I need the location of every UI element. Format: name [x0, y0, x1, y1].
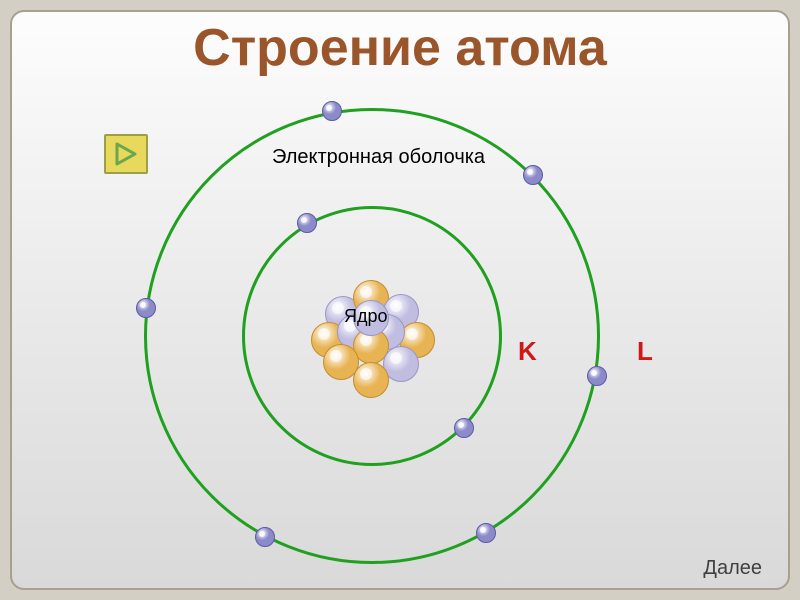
electron	[523, 165, 543, 185]
electron	[255, 527, 275, 547]
slide-frame: Строение атома Электронная оболочка Ядро…	[10, 10, 790, 590]
electron	[454, 418, 474, 438]
page-title: Строение атома	[12, 18, 788, 78]
play-button[interactable]	[104, 134, 148, 174]
shell-letter-k: K	[518, 336, 537, 367]
play-icon	[115, 142, 137, 166]
electron	[136, 298, 156, 318]
electron	[587, 366, 607, 386]
nucleus-label: Ядро	[340, 306, 392, 327]
nucleus	[307, 270, 437, 400]
shell-letter-l: L	[637, 336, 653, 367]
next-link[interactable]: Далее	[703, 557, 762, 580]
electron	[476, 523, 496, 543]
proton	[353, 362, 389, 398]
